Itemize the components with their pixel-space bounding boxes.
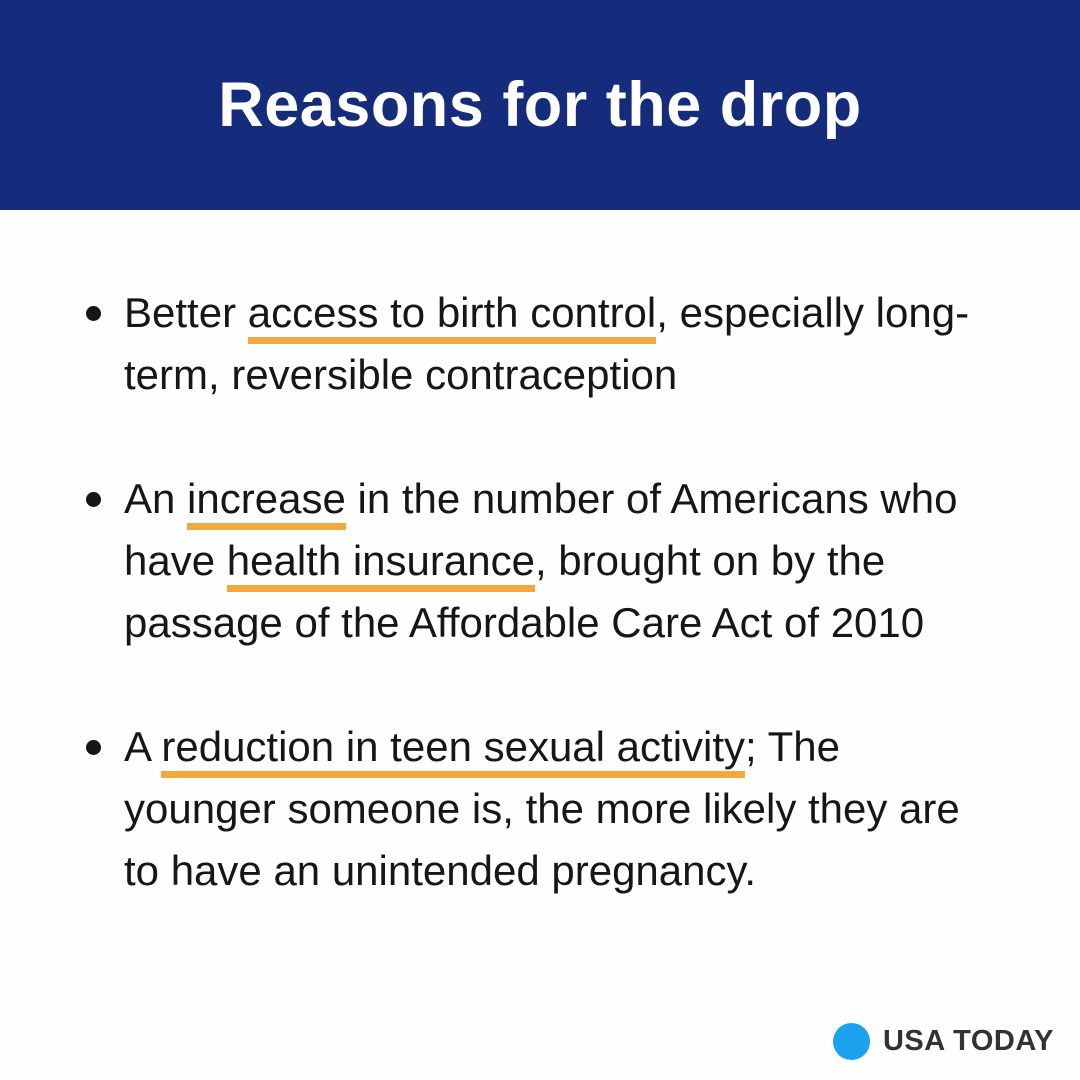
list-item: Better access to birth control, especial… [86,282,980,406]
content-area: Better access to birth control, especial… [0,210,1080,902]
text-segment: An [124,475,188,522]
highlighted-phrase: reduction in teen sexual activity [161,723,746,778]
highlighted-phrase: health insurance [226,537,535,592]
text-segment: , especially long-term, reversible contr… [124,289,970,398]
usatoday-dot-icon [832,1023,870,1060]
list-item: An increase in the number of Americans w… [86,468,980,654]
brand-name: USA TODAY [882,1025,1054,1057]
bullet-list: Better access to birth control, especial… [86,282,980,902]
text-segment: Better [124,289,248,336]
page-title: Reasons for the drop [218,70,862,140]
text-segment: A [124,723,162,770]
highlighted-phrase: increase [187,475,346,530]
highlighted-phrase: access to birth control [247,289,657,344]
text-segment: ; The younger someone is, the more likel… [124,723,960,894]
list-item: A reduction in teen sexual activity; The… [86,716,980,902]
text-segment: , brought on by the passage of the Affor… [124,537,925,646]
text-segment: in the number of Americans who have [124,475,958,584]
footer-brand: USA TODAY [832,1023,1054,1060]
header-banner: Reasons for the drop [0,0,1080,210]
